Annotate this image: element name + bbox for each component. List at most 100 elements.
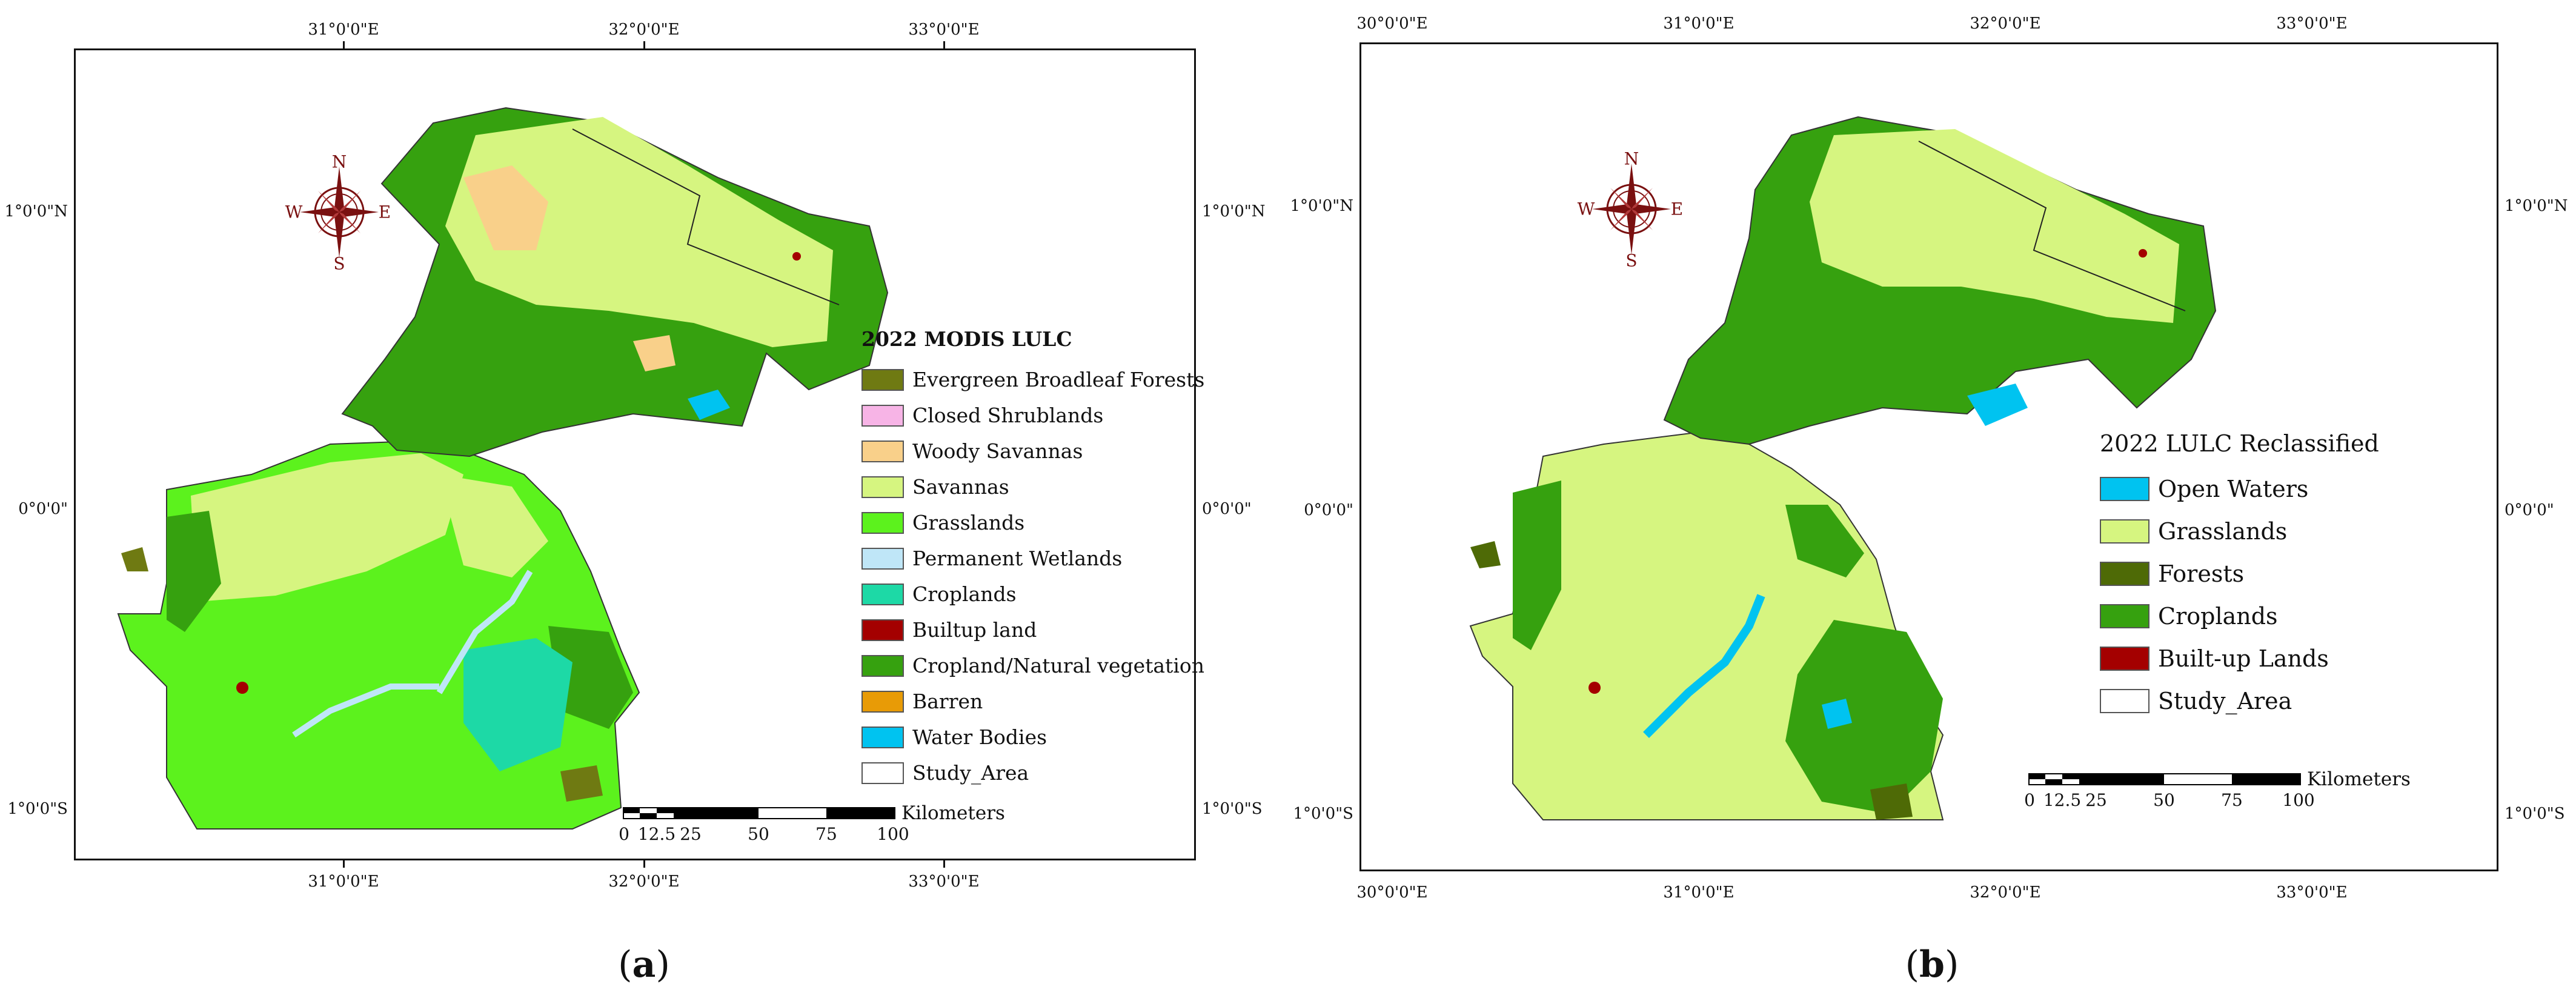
legend-label: Forests (2158, 560, 2245, 587)
lon-tick-label-top: 32°0'0"E (1970, 15, 2041, 33)
water-river-south (292, 683, 439, 738)
scale-tick-label: 75 (815, 824, 837, 844)
panel-caption: (a) (618, 943, 670, 986)
legend-label: Built-up Lands (2158, 645, 2329, 672)
tick-mark (943, 860, 945, 868)
scale-tick-label: 25 (2085, 790, 2107, 810)
woody-savanna-patch-2 (633, 335, 676, 371)
builtup-spot-north (2139, 249, 2147, 258)
legend-label: Builtup land (912, 618, 1037, 642)
lon-tick-label-bottom: 33°0'0"E (908, 873, 980, 891)
lon-tick-label-bottom: 31°0'0"E (1663, 883, 1734, 902)
district-boundary (1918, 141, 2186, 311)
legend-item: Cropland/Natural vegetation (861, 648, 1204, 683)
legend-label: Permanent Wetlands (912, 547, 1123, 570)
water-body-lake (688, 390, 730, 420)
cropland-north-east (1785, 505, 1864, 577)
legend-item: Built-up Lands (2100, 637, 2379, 680)
compass-letter-s: S (333, 253, 345, 274)
forest-patch-west (1470, 541, 1501, 568)
caption-letter: b (1919, 943, 1945, 986)
tick-mark (643, 41, 645, 48)
legend-item: Croplands (2100, 595, 2379, 637)
study-area-map (117, 107, 889, 830)
scale-tick-label: 0 (2024, 790, 2035, 810)
legend-item: Closed Shrublands (861, 397, 1204, 433)
compass-letter-e: E (1670, 199, 1684, 219)
legend-swatch (861, 404, 904, 427)
legend-label: Savannas (912, 475, 1009, 499)
legend-label: Barren (912, 690, 983, 713)
legend-swatch (2100, 562, 2149, 586)
legend-label: Cropland/Natural vegetation (912, 654, 1204, 677)
legend-swatch (861, 583, 904, 605)
compass-letter-n: N (331, 151, 347, 172)
caption-letter: a (632, 943, 656, 986)
legend-swatch (2100, 477, 2149, 501)
legend-item: Woody Savannas (861, 433, 1204, 469)
tick-mark (943, 41, 945, 48)
lon-tick-label-top: 31°0'0"E (1663, 15, 1734, 33)
legend-label: Study_Area (912, 761, 1029, 785)
legend-swatch (861, 440, 904, 462)
lat-tick-label-left: 1°0'0"N (1290, 197, 1353, 215)
map-legend: 2022 LULC Reclassified Open Waters Grass… (2100, 430, 2379, 722)
lat-tick-label-right: 1°0'0"N (1202, 202, 1266, 221)
lat-tick-label-left: 0°0'0" (1304, 501, 1353, 519)
legend-label: Croplands (2158, 603, 2278, 630)
legend-label: Closed Shrublands (912, 404, 1104, 427)
legend-item: Barren (861, 683, 1204, 719)
legend-label: Open Waters (2158, 476, 2309, 502)
scale-tick-label: 25 (680, 824, 702, 844)
scale-unit-label: Kilometers (901, 802, 1005, 824)
legend-swatch (861, 726, 904, 748)
map-frame (74, 48, 1196, 860)
lat-tick-label-left: 1°0'0"S (7, 800, 68, 818)
open-water-river (1643, 594, 1765, 738)
scale-unit-label: Kilometers (2307, 768, 2411, 790)
builtup-spot-north (792, 252, 801, 261)
lat-tick-label-right: 0°0'0" (1202, 500, 1252, 518)
legend-swatch (2100, 689, 2149, 713)
map-legend: 2022 MODIS LULC Evergreen Broadleaf Fore… (861, 327, 1204, 791)
legend-label: Water Bodies (912, 725, 1047, 749)
scale-tick-label: 0 (619, 824, 629, 844)
scale-tick-label: 50 (748, 824, 769, 844)
scale-bar: Kilometers 0 12.5 25 50 75 100 (2024, 768, 2416, 825)
cropland-natural-east (548, 626, 633, 729)
scale-tick-label: 12.5 (637, 824, 676, 844)
tick-mark (343, 41, 345, 48)
cropland-west (1513, 481, 1561, 650)
tick-mark (643, 860, 645, 868)
lat-tick-label-right: 1°0'0"N (2505, 197, 2568, 215)
legend-label: Grasslands (2158, 518, 2288, 545)
water-river-east (436, 570, 533, 694)
district-boundary (572, 128, 840, 305)
open-water-lake (1967, 384, 2028, 426)
panel-caption: (b) (1905, 943, 1959, 986)
legend-swatch (2100, 604, 2149, 628)
legend-swatch (861, 690, 904, 713)
legend-item: Permanent Wetlands (861, 540, 1204, 576)
evergreen-patch-west (121, 547, 148, 571)
legend-item: Study_Area (861, 755, 1204, 791)
scale-bar-graphic (2028, 773, 2301, 785)
lat-tick-label-left: 1°0'0"S (1293, 805, 1353, 823)
builtup-spot (236, 682, 248, 694)
lon-tick-label-top: 33°0'0"E (908, 21, 980, 39)
compass-letter-w: W (285, 202, 303, 222)
lat-tick-label-right: 0°0'0" (2505, 501, 2554, 519)
lon-tick-label-top: 31°0'0"E (308, 21, 379, 39)
legend-swatch (2100, 647, 2149, 671)
legend-label: Woody Savannas (912, 439, 1083, 463)
lon-tick-label-bottom: 32°0'0"E (608, 873, 680, 891)
legend-item: Study_Area (2100, 680, 2379, 722)
grassland-north (1810, 129, 2179, 323)
lon-tick-label-bottom: 31°0'0"E (308, 873, 379, 891)
legend-label: Evergreen Broadleaf Forests (912, 368, 1205, 391)
compass-rose-icon (300, 167, 379, 258)
woody-savanna-patch (463, 165, 548, 250)
map-panel-a: 31°0'0"E 32°0'0"E 33°0'0"E 31°0'0"E 32°0… (5, 21, 1266, 986)
legend-swatch (861, 762, 904, 784)
scale-tick-label: 12.5 (2043, 790, 2082, 810)
